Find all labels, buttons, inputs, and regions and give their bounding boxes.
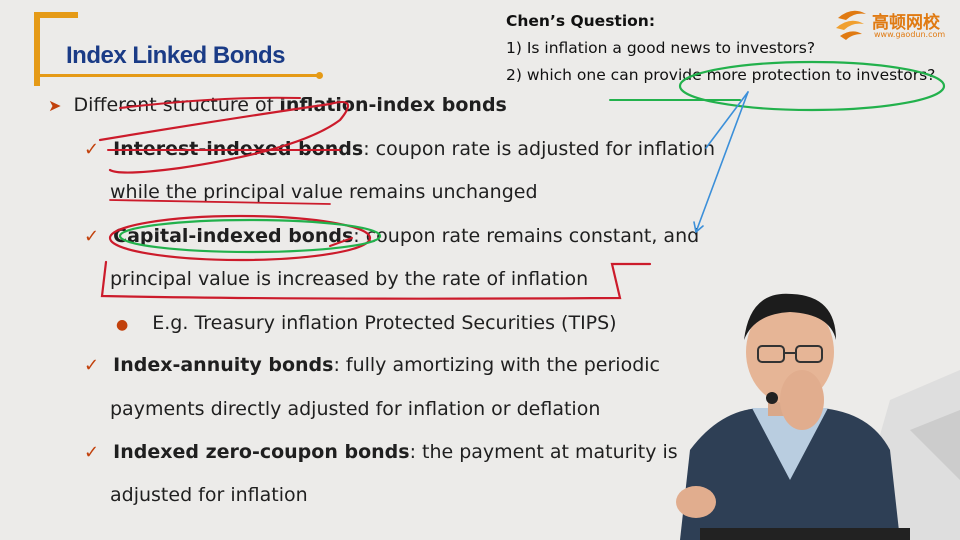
list-item: ✓ Interest-indexed bonds: coupon rate is… <box>84 138 715 160</box>
presenter-video <box>676 293 960 540</box>
item-desc: : fully amortizing with the periodic <box>333 354 660 376</box>
item-desc: : the payment at maturity is <box>409 441 678 463</box>
logo-name: 高顿网校 <box>872 13 940 33</box>
item-term: Indexed zero-coupon bonds <box>113 441 410 463</box>
check-icon: ✓ <box>84 355 100 376</box>
list-item: ✓ Indexed zero-coupon bonds: the payment… <box>84 441 678 463</box>
item-continuation: payments directly adjusted for inflation… <box>110 398 601 420</box>
item-continuation: while the principal value remains unchan… <box>110 181 538 203</box>
item-term: Interest-indexed bonds <box>113 138 364 160</box>
dot-bullet-icon: ● <box>116 317 129 333</box>
sub-item-text: E.g. Treasury inflation Protected Securi… <box>152 312 617 334</box>
arrow-bullet-icon: ➤ <box>48 96 62 115</box>
item-desc: : coupon rate is adjusted for inflation <box>363 138 716 160</box>
item-desc: : coupon rate remains constant, and <box>353 225 700 247</box>
sub-item: ● E.g. Treasury inflation Protected Secu… <box>116 312 617 334</box>
check-icon: ✓ <box>84 139 100 160</box>
item-continuation: principal value is increased by the rate… <box>110 268 589 290</box>
title-bracket <box>34 12 78 86</box>
question-1: 1) Is inflation a good news to investors… <box>506 39 816 57</box>
intro-prefix: Different structure of <box>73 94 280 116</box>
item-continuation: adjusted for inflation <box>110 484 308 506</box>
intro-bold: inflation-index bonds <box>279 94 507 116</box>
logo-url: www.gaodun.com <box>874 30 946 39</box>
intro-line: ➤ Different structure of inflation-index… <box>48 94 507 116</box>
check-icon: ✓ <box>84 226 100 247</box>
item-term: Capital-indexed bonds <box>113 225 354 247</box>
question-title: Chen’s Question: <box>506 12 656 30</box>
item-term: Index-annuity bonds <box>113 354 334 376</box>
title-underline <box>34 74 322 77</box>
check-icon: ✓ <box>84 442 100 463</box>
swirl-logo-icon <box>836 10 866 40</box>
slide-title: Index Linked Bonds <box>66 42 286 69</box>
list-item: ✓ Index-annuity bonds: fully amortizing … <box>84 354 660 376</box>
brand-logo: 高顿网校 www.gaodun.com <box>832 4 952 44</box>
title-underline-dot <box>316 72 323 79</box>
list-item: ✓ Capital-indexed bonds: coupon rate rem… <box>84 225 699 247</box>
